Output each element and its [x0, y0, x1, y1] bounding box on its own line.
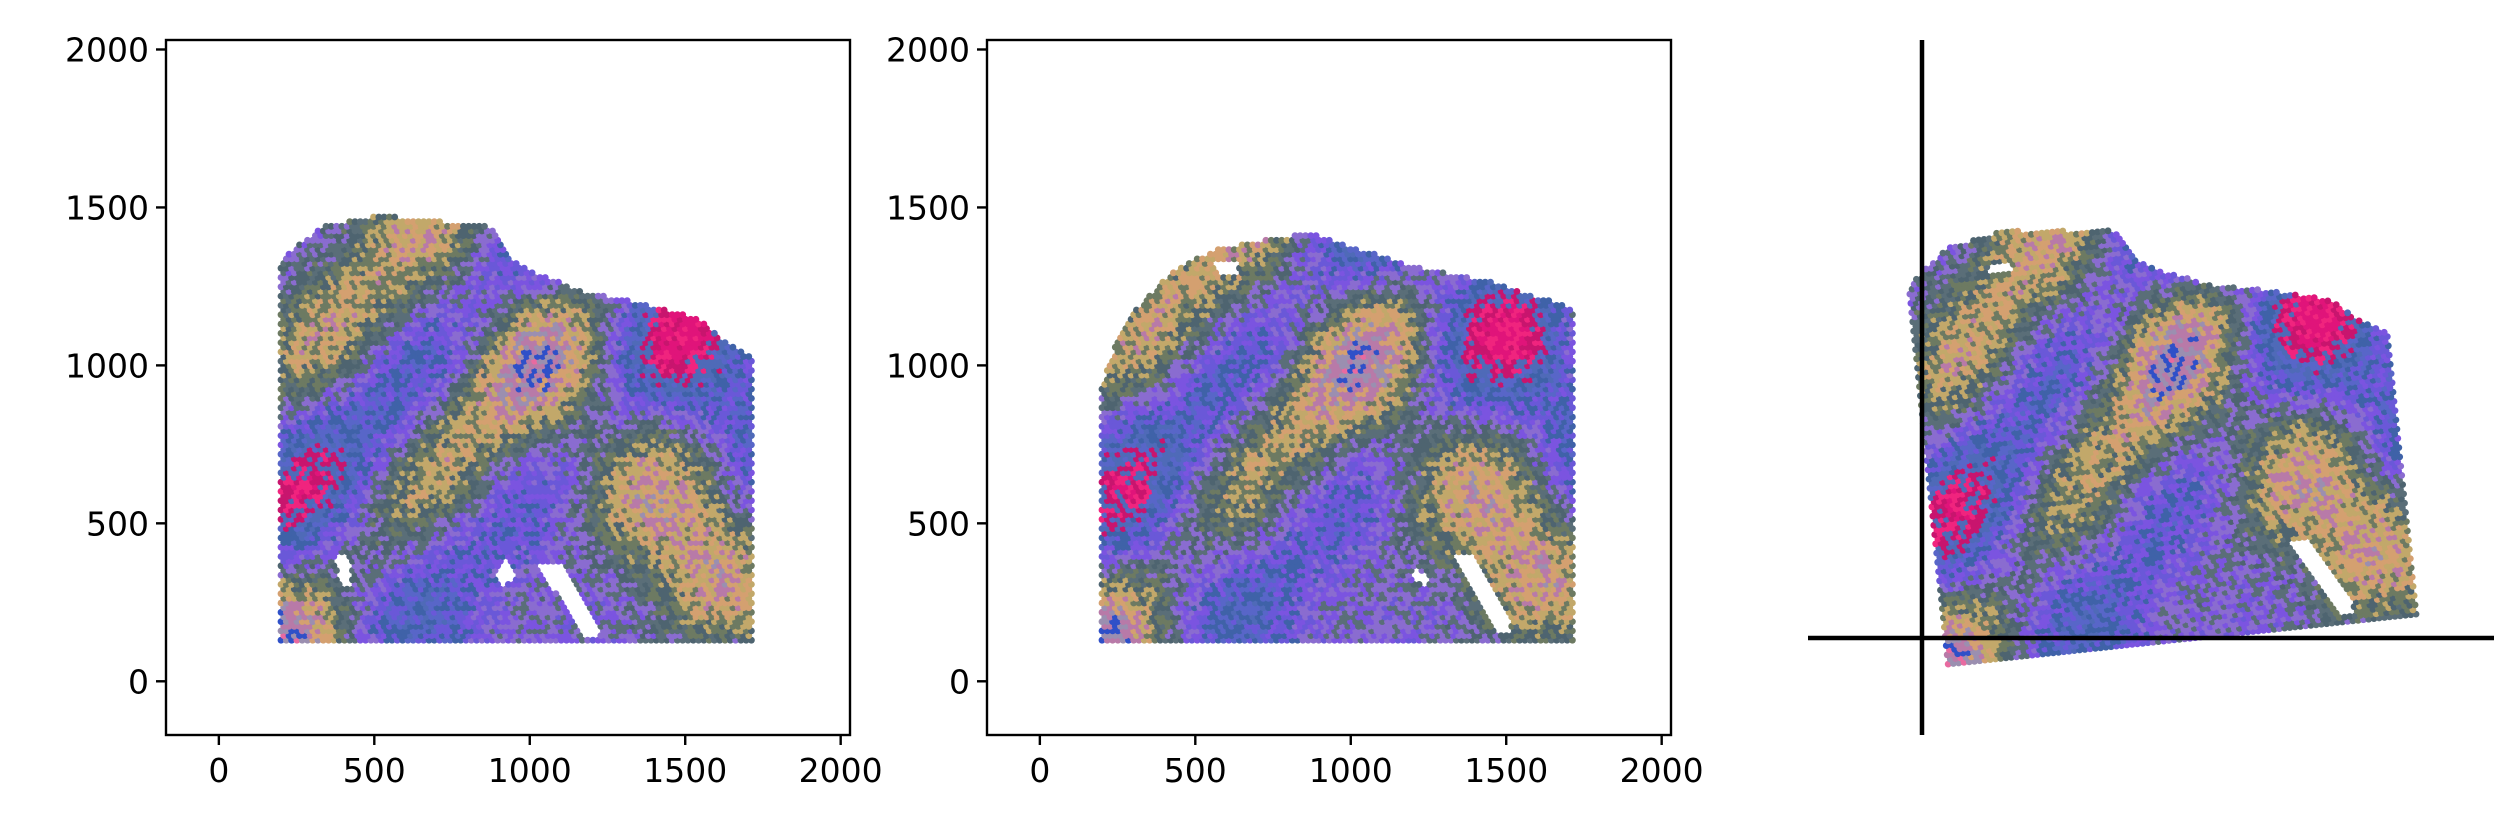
spot	[584, 636, 591, 644]
spot	[589, 636, 597, 644]
spot	[552, 590, 560, 598]
spots	[277, 213, 755, 644]
